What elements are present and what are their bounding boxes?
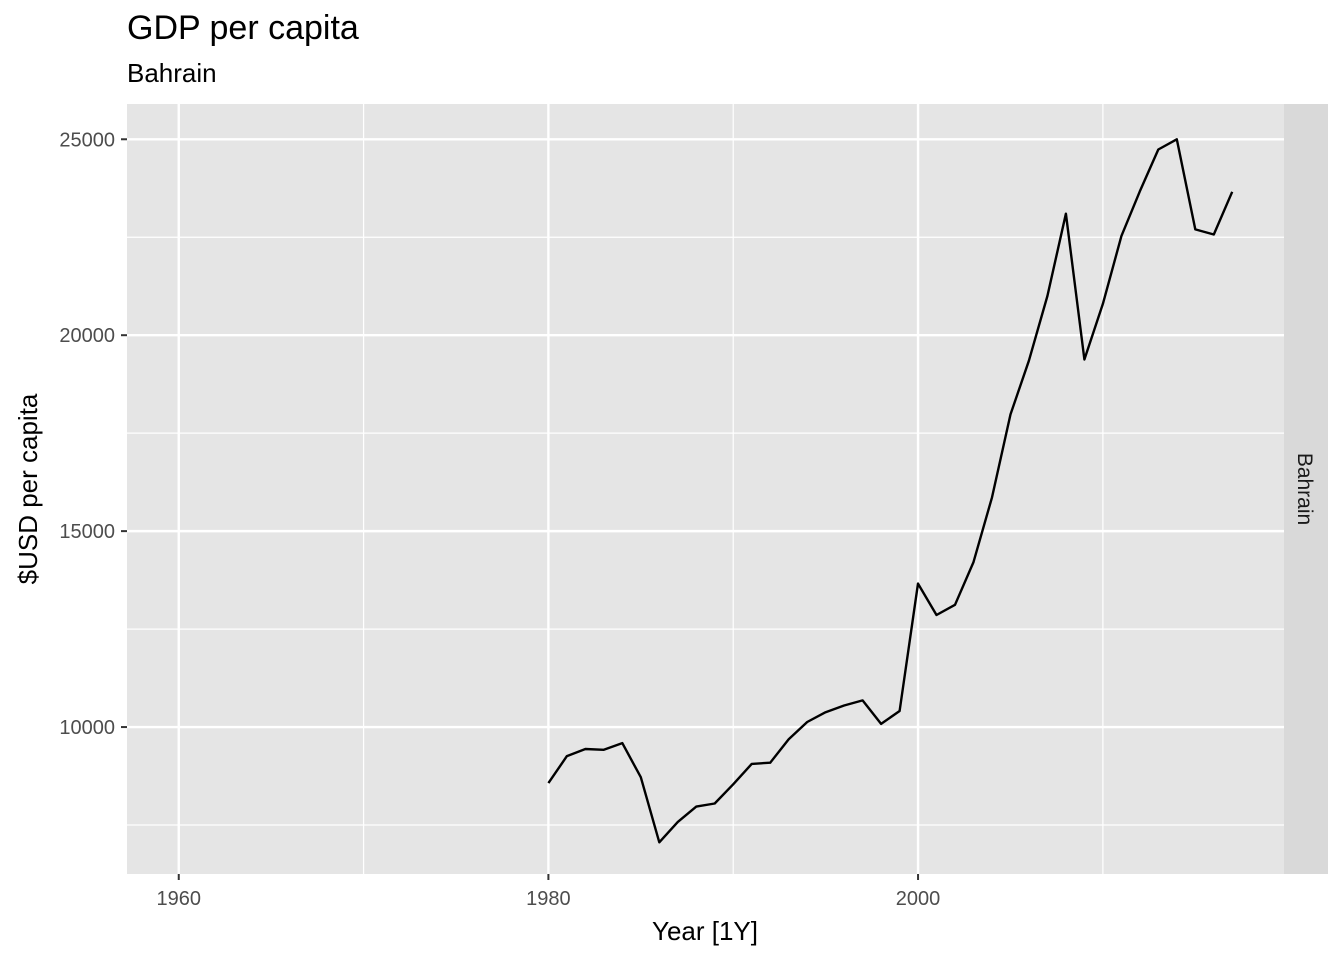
chart-subtitle: Bahrain [127, 58, 217, 88]
minor-gridlines [127, 104, 1284, 874]
facet-strip [1284, 104, 1328, 874]
y-tick-label: 10000 [59, 717, 115, 739]
x-tick-label: 1980 [526, 888, 571, 910]
facet-strip-label: Bahrain [1293, 453, 1316, 525]
major-gridlines [127, 104, 1284, 874]
y-tick-label: 15000 [59, 521, 115, 543]
x-tick-label: 1960 [157, 888, 202, 910]
y-tick-label: 25000 [59, 129, 115, 151]
x-axis: 1960 1980 2000 [157, 874, 941, 910]
y-axis: 10000 15000 20000 25000 [59, 129, 127, 739]
y-tick-label: 20000 [59, 325, 115, 347]
x-tick-label: 2000 [896, 888, 941, 910]
series-layer [547, 138, 1234, 844]
series-line [547, 138, 1234, 844]
y-axis-title: $USD per capita [13, 393, 43, 584]
x-axis-title: Year [1Y] [652, 916, 758, 946]
chart-title: GDP per capita [127, 9, 359, 47]
plot-panel [127, 104, 1284, 874]
